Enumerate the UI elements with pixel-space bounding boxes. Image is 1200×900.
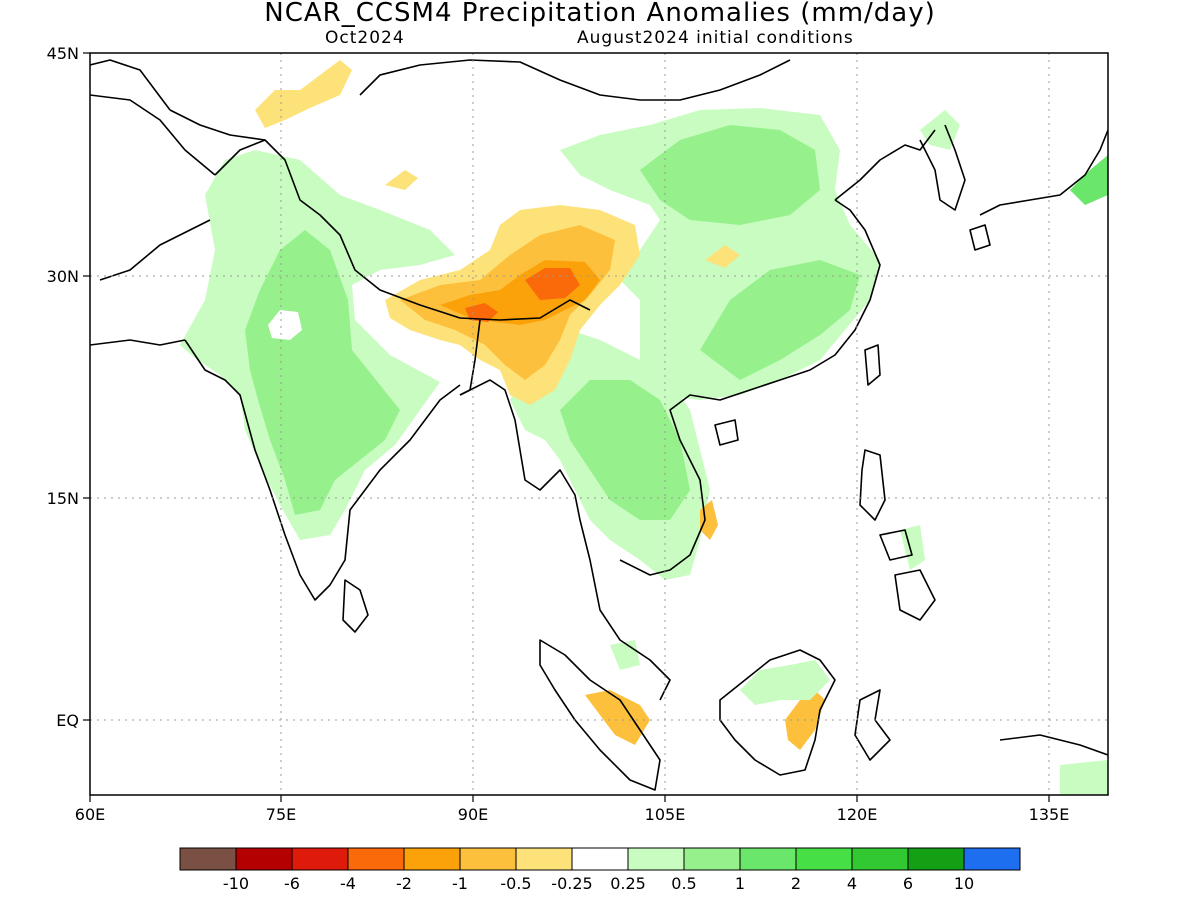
myanmar-coastline <box>459 379 671 701</box>
dry-region-tibet-max-2 <box>465 303 498 322</box>
lon-tick-label: 105E <box>645 805 686 824</box>
central-asia-border <box>169 109 266 141</box>
dry-region-sumatra <box>585 690 650 745</box>
colorbar-label: 10 <box>954 874 974 893</box>
sulawesi-coastline <box>854 689 891 761</box>
graticule <box>90 53 1108 795</box>
wet-region-new-guinea <box>1060 760 1108 795</box>
luzon-coastline <box>859 449 886 521</box>
borneo-coastline <box>719 649 836 776</box>
dry-region-central-asia-2 <box>385 170 418 190</box>
pakistan-coast <box>90 339 186 346</box>
wet-region-se-asia-core <box>560 380 690 520</box>
colorbar-label: 1 <box>735 874 745 893</box>
sumatra-coastline <box>539 639 661 791</box>
visayas-coastline <box>879 529 913 561</box>
colorbar-swatch <box>291 847 349 871</box>
colorbar-label: -4 <box>340 874 356 893</box>
colorbar-swatch <box>627 847 685 871</box>
colorbar-label: 4 <box>847 874 857 893</box>
lat-tick-label: EQ <box>56 711 79 730</box>
colorbar-swatch <box>515 847 573 871</box>
lon-tick-label: 75E <box>266 805 296 824</box>
colorbar-label: -0.25 <box>551 874 592 893</box>
taiwan-coastline <box>864 344 881 386</box>
lat-tick-labels: 45N 30N 15N EQ <box>47 44 79 730</box>
wet-region-japan <box>1070 155 1108 205</box>
colorbar-label: -2 <box>396 874 412 893</box>
colorbar-swatch <box>235 847 293 871</box>
lon-tick-labels: 60E 75E 90E 105E 120E 135E <box>75 805 1070 824</box>
mindanao-coastline <box>894 569 936 621</box>
colorbar: -10 -6 -4 -2 -1 -0.5 -0.25 0.25 0.5 1 2 4 6 10 <box>179 847 1021 893</box>
colorbar-swatch <box>795 847 853 871</box>
colorbar-label: -1 <box>452 874 468 893</box>
colorbar-swatch <box>851 847 909 871</box>
chart-title: NCAR_CCSM4 Precipitation Anomalies (mm/d… <box>264 0 936 28</box>
wet-region-india-core <box>245 230 400 515</box>
axis-ticks <box>83 52 1050 802</box>
afghan-border <box>99 219 211 281</box>
kazakh-border <box>90 59 171 111</box>
lat-tick-label: 15N <box>47 489 79 508</box>
dry-region-central-asia <box>255 60 352 128</box>
new-guinea-coastline <box>999 734 1108 756</box>
colorbar-swatch <box>179 847 237 871</box>
colorbar-swatch <box>459 847 517 871</box>
lat-tick-label: 45N <box>47 44 79 63</box>
colorbar-label: 6 <box>903 874 913 893</box>
china-northern-border <box>359 59 791 101</box>
dry-region-china <box>705 245 740 268</box>
map-frame <box>89 52 1109 796</box>
lon-tick-label: 120E <box>837 805 878 824</box>
sri-lanka-coastline <box>342 579 369 633</box>
colorbar-swatch <box>403 847 461 871</box>
japan-coastline <box>979 129 1108 216</box>
wet-region-sumatra <box>610 640 640 670</box>
coastlines <box>90 59 1108 791</box>
colorbar-label: 2 <box>791 874 801 893</box>
colorbar-swatch <box>739 847 797 871</box>
colorbar-swatch <box>571 847 629 871</box>
wet-region-korea <box>920 110 960 150</box>
lon-tick-label: 90E <box>458 805 488 824</box>
lat-tick-label: 30N <box>47 267 79 286</box>
wet-region-philippines <box>900 525 925 570</box>
wet-region-south-china-core <box>700 260 860 380</box>
wet-region-borneo <box>740 660 830 705</box>
lon-tick-label: 135E <box>1029 805 1070 824</box>
colorbar-swatch <box>963 847 1021 871</box>
init-conditions-label: August2024 initial conditions <box>577 28 854 48</box>
india-coastline <box>184 339 461 601</box>
japan-kyushu <box>969 224 991 251</box>
himalaya-border <box>214 139 591 321</box>
valid-month-label: Oct2024 <box>325 28 405 48</box>
west-asia-borders <box>90 94 216 176</box>
hainan-coastline <box>714 419 739 446</box>
indochina-coastline <box>619 199 881 576</box>
colorbar-label: -10 <box>223 874 249 893</box>
colorbar-label: 0.25 <box>610 874 646 893</box>
neutral-patch-india <box>268 310 302 340</box>
lon-tick-label: 60E <box>75 805 105 824</box>
wet-region-north-china-core <box>640 125 820 225</box>
anomaly-shading <box>180 60 1108 795</box>
colorbar-label: 0.5 <box>671 874 696 893</box>
colorbar-swatch <box>347 847 405 871</box>
colorbar-label: -6 <box>284 874 300 893</box>
colorbar-swatch <box>683 847 741 871</box>
colorbar-label: -0.5 <box>500 874 531 893</box>
korea-coastline <box>919 124 966 211</box>
colorbar-swatch <box>907 847 965 871</box>
